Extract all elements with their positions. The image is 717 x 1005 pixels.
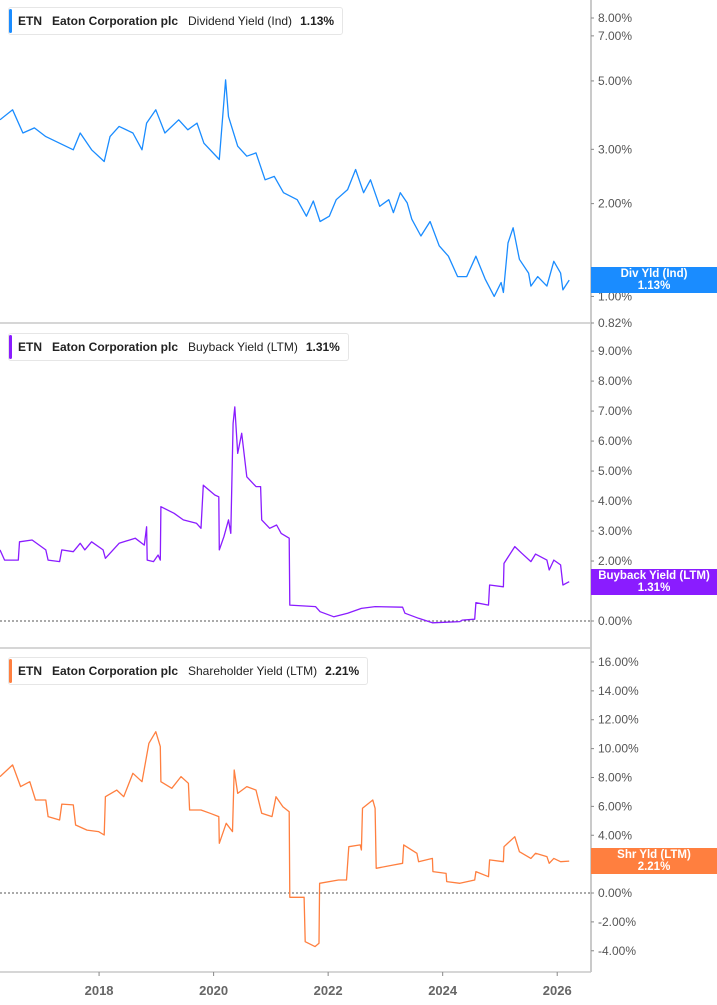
y-tick-label: 0.00%	[598, 886, 632, 900]
badge-label: Div Yld (Ind)	[620, 268, 688, 281]
legend-value: 1.13%	[300, 14, 335, 28]
legend-ticker: ETN	[18, 14, 42, 28]
legend-metric: Shareholder Yield (LTM)	[188, 664, 318, 678]
badge-label: Buyback Yield (LTM)	[598, 569, 710, 582]
badge-label: Shr Yld (LTM)	[617, 849, 691, 862]
legend-value: 2.21%	[325, 664, 360, 678]
y-tick-label: 6.00%	[598, 799, 632, 813]
legend-company: Eaton Corporation plc	[52, 664, 178, 678]
legend-ticker: ETN	[18, 664, 42, 678]
y-tick-label: 0.00%	[598, 614, 632, 628]
legend-metric: Buyback Yield (LTM)	[188, 340, 298, 354]
last-value-badge-buyback: Buyback Yield (LTM) 1.31%	[591, 568, 717, 595]
series-line	[0, 406, 570, 624]
y-tick-label: 3.00%	[598, 142, 632, 156]
legend-shareholder-yield: ETN Eaton Corporation plc Shareholder Yi…	[8, 657, 369, 685]
x-tick-label: 2024	[428, 983, 458, 998]
y-tick-label: 4.00%	[598, 828, 632, 842]
y-tick-label: 5.00%	[598, 464, 632, 478]
x-tick-label: 2026	[543, 983, 572, 998]
legend-value: 1.31%	[305, 340, 340, 354]
badge-value: 2.21%	[637, 861, 671, 874]
y-tick-label: 14.00%	[598, 684, 639, 698]
y-tick-label: 16.00%	[598, 655, 639, 669]
y-tick-label: -4.00%	[598, 944, 636, 958]
y-tick-label: 4.00%	[598, 494, 632, 508]
y-tick-label: 10.00%	[598, 742, 639, 756]
y-tick-label: 6.00%	[598, 434, 632, 448]
legend-dividend-yield: ETN Eaton Corporation plc Dividend Yield…	[8, 7, 344, 35]
y-tick-label: 9.00%	[598, 344, 632, 358]
last-value-badge-dividend: Div Yld (Ind) 1.13%	[591, 267, 717, 294]
y-tick-label: 7.00%	[598, 404, 632, 418]
series-color-swatch	[9, 335, 12, 359]
y-tick-label: 0.82%	[598, 316, 632, 330]
y-tick-label: 8.00%	[598, 374, 632, 388]
y-tick-label: -2.00%	[598, 915, 636, 929]
x-tick-label: 2022	[314, 983, 343, 998]
y-tick-label: 5.00%	[598, 74, 632, 88]
y-tick-label: 8.00%	[598, 771, 632, 785]
y-tick-label: 2.00%	[598, 554, 632, 568]
last-value-badge-shareholder: Shr Yld (LTM) 2.21%	[591, 848, 717, 875]
series-line	[0, 731, 570, 948]
legend-company: Eaton Corporation plc	[52, 14, 178, 28]
series-color-swatch	[9, 9, 12, 33]
legend-ticker: ETN	[18, 340, 42, 354]
y-tick-label: 2.00%	[598, 197, 632, 211]
x-tick-label: 2020	[199, 983, 228, 998]
y-tick-label: 8.00%	[598, 11, 632, 25]
y-tick-label: 7.00%	[598, 29, 632, 43]
series-line	[0, 79, 570, 298]
x-tick-label: 2018	[85, 983, 114, 998]
badge-value: 1.13%	[637, 280, 671, 293]
badge-value: 1.31%	[637, 581, 671, 594]
y-tick-label: 12.00%	[598, 713, 639, 727]
legend-buyback-yield: ETN Eaton Corporation plc Buyback Yield …	[8, 333, 349, 361]
y-tick-label: 3.00%	[598, 524, 632, 538]
legend-metric: Dividend Yield (Ind)	[188, 14, 293, 28]
legend-company: Eaton Corporation plc	[52, 340, 178, 354]
series-color-swatch	[9, 659, 12, 683]
